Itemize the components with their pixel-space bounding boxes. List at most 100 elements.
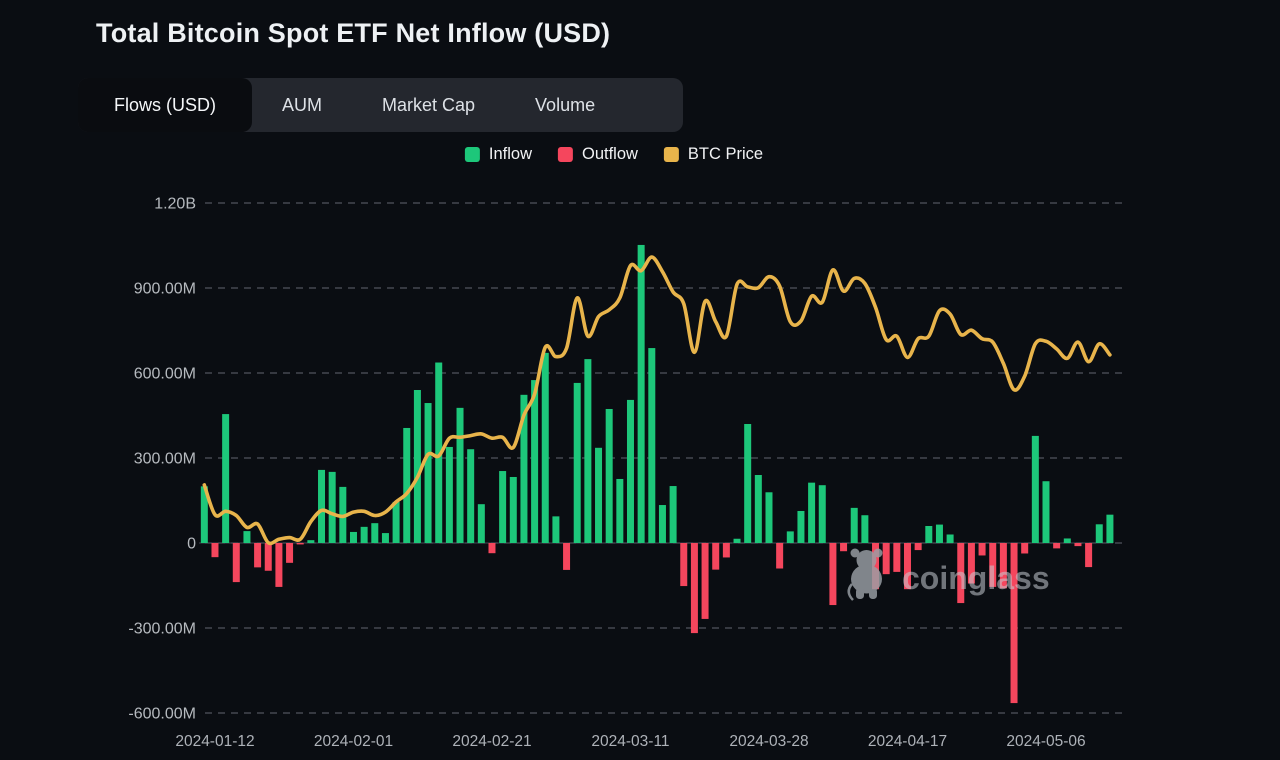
outflow-bar[interactable] xyxy=(701,543,709,619)
outflow-bar[interactable] xyxy=(989,543,997,587)
tab-volume[interactable]: Volume xyxy=(505,78,625,132)
inflow-bar[interactable] xyxy=(413,390,421,543)
outflow-bar[interactable] xyxy=(914,543,922,551)
inflow-bar[interactable] xyxy=(808,482,816,543)
inflow-bar[interactable] xyxy=(935,524,943,543)
tab-market-cap[interactable]: Market Cap xyxy=(352,78,505,132)
outflow-bar[interactable] xyxy=(286,543,294,563)
outflow-bar[interactable] xyxy=(829,543,837,606)
inflow-bar[interactable] xyxy=(648,348,656,543)
inflow-bar[interactable] xyxy=(626,399,634,543)
inflow-bar[interactable] xyxy=(328,471,336,543)
outflow-bar[interactable] xyxy=(978,543,986,556)
inflow-bar[interactable] xyxy=(307,540,315,543)
inflow-bar[interactable] xyxy=(658,505,666,543)
outflow-bar[interactable] xyxy=(488,543,496,554)
inflow-bar[interactable] xyxy=(669,486,677,543)
flow-bars[interactable] xyxy=(200,244,1114,704)
outflow-bar[interactable] xyxy=(722,543,730,558)
inflow-bar[interactable] xyxy=(637,244,645,544)
inflow-bar[interactable] xyxy=(946,534,954,543)
outflow-bar[interactable] xyxy=(232,543,240,583)
outflow-bar[interactable] xyxy=(957,543,965,604)
inflow-bar[interactable] xyxy=(861,515,869,543)
inflow-bar[interactable] xyxy=(744,424,752,543)
inflow-bar[interactable] xyxy=(531,380,539,543)
coinglass-watermark: coinglass xyxy=(847,548,1050,601)
inflow-bar[interactable] xyxy=(200,486,208,543)
outflow-bar[interactable] xyxy=(275,543,283,587)
inflow-bar[interactable] xyxy=(499,471,507,543)
inflow-bar[interactable] xyxy=(584,359,592,543)
inflow-bar[interactable] xyxy=(371,523,379,543)
inflow-bar[interactable] xyxy=(1031,435,1039,543)
outflow-bar[interactable] xyxy=(712,543,720,570)
inflow-bar[interactable] xyxy=(541,352,549,543)
inflow-bar[interactable] xyxy=(616,478,624,543)
tab-flows-usd[interactable]: Flows (USD) xyxy=(78,78,252,132)
inflow-bar[interactable] xyxy=(818,485,826,543)
outflow-bar[interactable] xyxy=(967,543,975,584)
outflow-bar[interactable] xyxy=(1021,543,1029,554)
inflow-bar[interactable] xyxy=(1042,481,1050,543)
coinglass-bull-icon xyxy=(847,548,883,601)
inflow-bar[interactable] xyxy=(403,427,411,543)
inflow-bar[interactable] xyxy=(765,492,773,543)
inflow-bar[interactable] xyxy=(222,414,230,543)
outflow-bar[interactable] xyxy=(1085,543,1093,568)
legend-item-btc-price[interactable]: BTC Price xyxy=(663,145,763,164)
y-axis-label: 300.00M xyxy=(134,451,196,468)
inflow-bar[interactable] xyxy=(392,501,400,543)
inflow-bar[interactable] xyxy=(850,507,858,543)
inflow-bar[interactable] xyxy=(318,469,326,543)
outflow-bar[interactable] xyxy=(882,543,890,575)
inflow-bar[interactable] xyxy=(925,526,933,543)
inflow-bar[interactable] xyxy=(605,408,613,543)
inflow-bar[interactable] xyxy=(243,531,251,543)
inflow-bar[interactable] xyxy=(797,510,805,543)
inflow-bar[interactable] xyxy=(349,531,357,543)
inflow-bar[interactable] xyxy=(573,382,581,543)
inflow-bar[interactable] xyxy=(509,476,517,543)
outflow-bar[interactable] xyxy=(264,543,272,571)
y-axis-label: 0 xyxy=(187,536,196,553)
legend-item-outflow[interactable]: Outflow xyxy=(557,145,638,164)
outflow-bar[interactable] xyxy=(296,543,304,545)
outflow-bar[interactable] xyxy=(1053,543,1061,549)
inflow-bar[interactable] xyxy=(424,403,432,543)
inflow-bar[interactable] xyxy=(456,407,464,543)
inflow-bar[interactable] xyxy=(552,516,560,543)
inflow-bar[interactable] xyxy=(754,475,762,543)
outflow-bar[interactable] xyxy=(999,543,1007,589)
inflow-bar[interactable] xyxy=(595,447,603,543)
inflow-bar[interactable] xyxy=(1095,524,1103,543)
legend-item-inflow[interactable]: Inflow xyxy=(464,145,532,164)
inflow-bar[interactable] xyxy=(435,362,443,543)
inflow-bar[interactable] xyxy=(445,446,453,543)
y-axis-label: 1.20B xyxy=(154,196,196,213)
inflow-bar[interactable] xyxy=(786,531,794,543)
outflow-bar[interactable] xyxy=(872,543,880,590)
outflow-bar[interactable] xyxy=(903,543,911,590)
outflow-bar[interactable] xyxy=(1010,543,1018,704)
outflow-bar[interactable] xyxy=(690,543,698,634)
inflow-bar[interactable] xyxy=(360,526,368,543)
btc-price-line[interactable] xyxy=(202,255,1112,546)
outflow-bar[interactable] xyxy=(893,543,901,572)
outflow-bar[interactable] xyxy=(680,543,688,587)
inflow-bar[interactable] xyxy=(733,538,741,543)
inflow-bar[interactable] xyxy=(520,394,528,543)
inflow-bar[interactable] xyxy=(467,449,475,543)
outflow-bar[interactable] xyxy=(1074,543,1082,547)
inflow-bar[interactable] xyxy=(381,533,389,543)
outflow-bar[interactable] xyxy=(254,543,262,568)
inflow-bar[interactable] xyxy=(1063,538,1071,543)
outflow-bar[interactable] xyxy=(776,543,784,569)
inflow-bar[interactable] xyxy=(1106,514,1114,543)
outflow-bar[interactable] xyxy=(563,543,571,570)
outflow-bar[interactable] xyxy=(840,543,848,552)
tab-aum[interactable]: AUM xyxy=(252,78,352,132)
inflow-bar[interactable] xyxy=(477,504,485,543)
outflow-bar[interactable] xyxy=(211,543,219,558)
